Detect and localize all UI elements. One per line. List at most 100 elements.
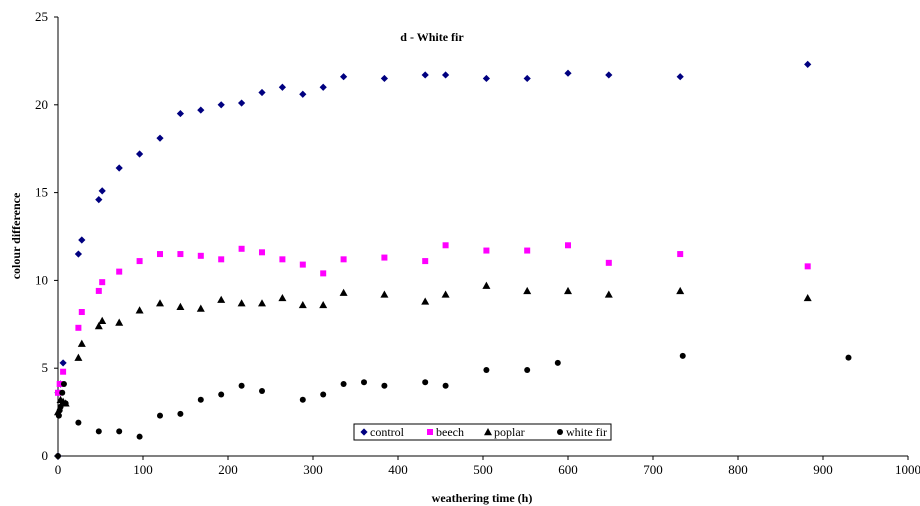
- data-point: [115, 319, 123, 326]
- series-white-fir: [55, 353, 852, 459]
- data-point: [198, 397, 204, 403]
- data-point: [361, 379, 367, 385]
- data-point: [422, 379, 428, 385]
- data-point: [524, 248, 530, 254]
- y-tick-label: 10: [35, 272, 48, 287]
- y-tick-label: 25: [35, 9, 48, 24]
- data-point: [176, 303, 184, 310]
- data-point: [116, 428, 122, 434]
- data-point: [319, 301, 327, 308]
- data-point: [157, 413, 163, 419]
- data-point: [300, 397, 306, 403]
- y-tick-label: 0: [42, 448, 49, 463]
- data-point: [340, 289, 348, 296]
- data-point: [218, 101, 225, 108]
- y-tick-label: 5: [42, 360, 49, 375]
- data-point: [381, 383, 387, 389]
- data-point: [79, 309, 85, 315]
- x-tick-label: 100: [133, 462, 153, 477]
- data-point: [422, 71, 429, 78]
- legend: control beech poplar white fir: [354, 424, 611, 440]
- data-point: [157, 251, 163, 257]
- plot-area: 0 5 10 15 20 25 0 100 200 300 400 500 600 700 800 900 1…: [35, 9, 920, 477]
- x-tick-label: 900: [813, 462, 833, 477]
- data-point: [55, 453, 61, 459]
- data-point: [258, 299, 266, 306]
- data-point: [381, 75, 388, 82]
- data-point: [341, 256, 347, 262]
- data-point: [606, 260, 612, 266]
- data-point: [299, 301, 307, 308]
- x-tick-label: 300: [303, 462, 323, 477]
- data-point: [605, 290, 613, 297]
- x-tick-label: 0: [55, 462, 62, 477]
- y-tick-label: 20: [35, 97, 48, 112]
- data-point: [442, 290, 450, 297]
- data-point: [156, 299, 164, 306]
- data-point: [177, 411, 183, 417]
- data-point: [482, 282, 490, 289]
- data-point: [239, 383, 245, 389]
- data-point: [421, 297, 429, 304]
- data-point: [60, 369, 66, 375]
- data-point: [238, 99, 245, 106]
- x-tick-label: 600: [558, 462, 578, 477]
- data-point: [341, 381, 347, 387]
- data-point: [63, 400, 69, 406]
- x-tick-label: 700: [643, 462, 663, 477]
- data-point: [605, 71, 612, 78]
- data-point: [320, 392, 326, 398]
- legend-marker: [427, 429, 433, 435]
- legend-label: white fir: [566, 425, 607, 439]
- data-point: [78, 340, 86, 347]
- data-point: [75, 420, 81, 426]
- series-control: [54, 61, 811, 460]
- data-point: [136, 150, 143, 157]
- data-point: [524, 367, 530, 373]
- y-ticks: 0 5 10 15 20 25: [35, 9, 58, 463]
- data-point: [676, 287, 684, 294]
- data-point: [218, 392, 224, 398]
- data-point: [381, 255, 387, 261]
- data-point: [804, 294, 812, 301]
- data-point: [443, 242, 449, 248]
- x-axis-title: weathering time (h): [432, 491, 533, 505]
- data-point: [156, 135, 163, 142]
- data-point: [75, 250, 82, 257]
- data-point: [60, 359, 67, 366]
- data-point: [177, 251, 183, 257]
- data-point: [677, 73, 684, 80]
- data-point: [279, 84, 286, 91]
- data-point: [137, 434, 143, 440]
- x-ticks: 0 100 200 300 400 500 600 700 800 900 1000: [55, 456, 920, 477]
- data-point: [177, 110, 184, 117]
- data-point: [98, 317, 106, 324]
- data-point: [197, 304, 205, 311]
- data-point: [239, 246, 245, 252]
- data-point: [443, 383, 449, 389]
- data-point: [258, 89, 265, 96]
- x-tick-label: 200: [218, 462, 238, 477]
- data-point: [96, 288, 102, 294]
- data-point: [74, 354, 82, 361]
- x-tick-label: 400: [388, 462, 408, 477]
- data-point: [524, 75, 531, 82]
- legend-label: poplar: [494, 425, 525, 439]
- series-beech: [55, 242, 811, 396]
- data-point: [59, 390, 65, 396]
- data-point: [565, 242, 571, 248]
- data-point: [238, 299, 246, 306]
- data-point: [677, 251, 683, 257]
- data-point: [422, 258, 428, 264]
- data-point: [483, 367, 489, 373]
- data-point: [116, 269, 122, 275]
- data-point: [116, 164, 123, 171]
- legend-label: beech: [436, 425, 464, 439]
- series-poplar: [54, 282, 812, 416]
- data-point: [483, 248, 489, 254]
- chart-title: d - White fir: [400, 30, 464, 44]
- data-point: [56, 413, 62, 419]
- data-point: [442, 71, 449, 78]
- legend-marker: [557, 429, 563, 435]
